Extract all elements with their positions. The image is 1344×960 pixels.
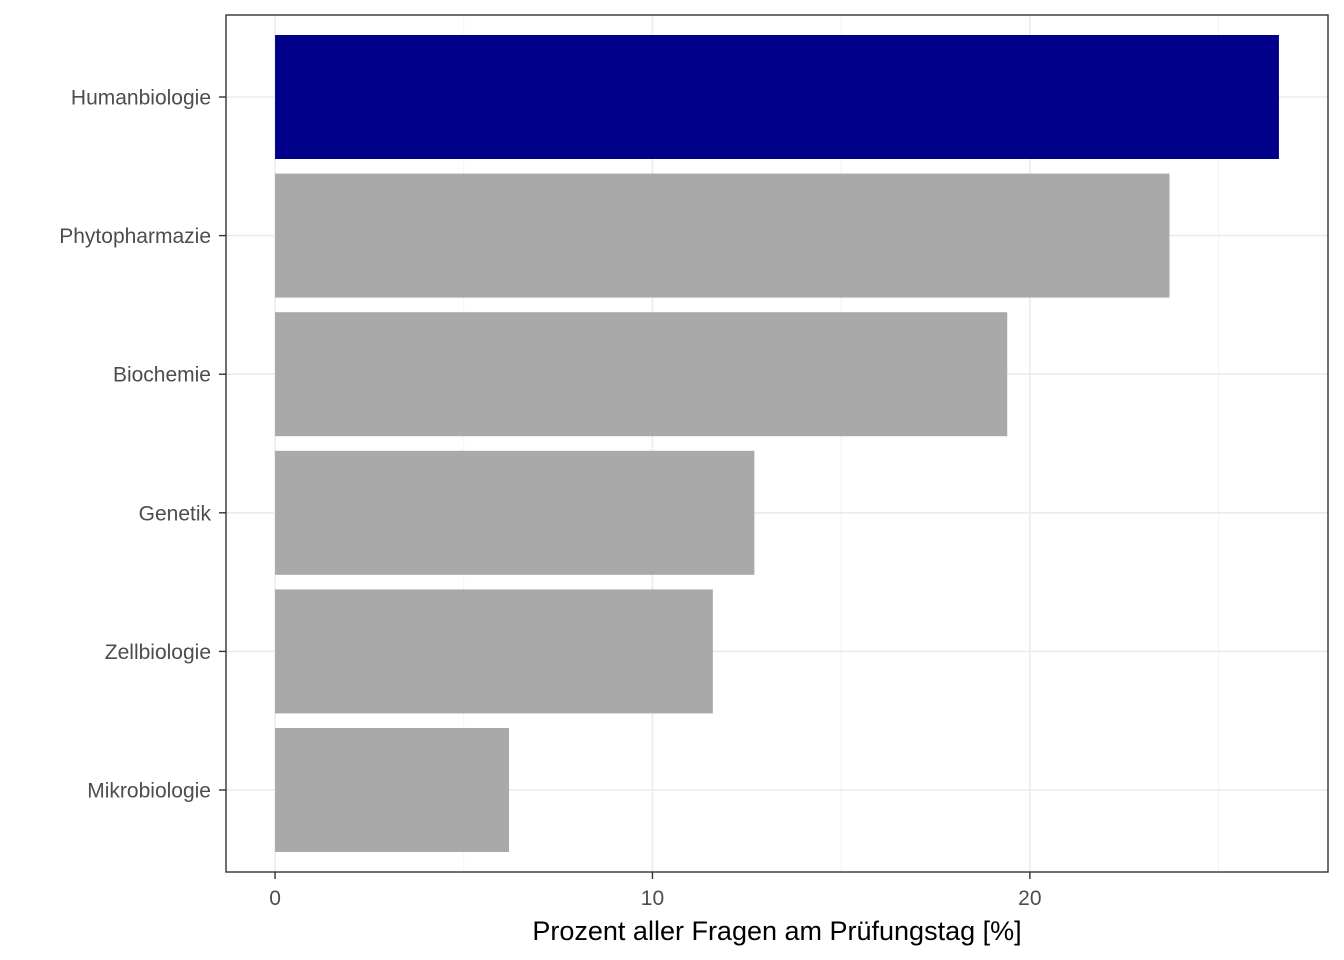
x-axis: 0 10 20 — [269, 872, 1042, 910]
panel-border — [225, 14, 1329, 873]
bar-phytopharmazie — [275, 173, 1170, 298]
bars — [275, 35, 1279, 852]
y-tick-label: Phytopharmazie — [59, 225, 211, 248]
bar-biochemie — [275, 312, 1008, 437]
y-tick-label: Genetik — [139, 502, 212, 525]
bar-genetik — [275, 450, 755, 575]
x-tick-label: 0 — [269, 887, 281, 910]
bar-mikrobiologie — [275, 728, 510, 852]
bar-zellbiologie — [275, 589, 713, 714]
x-axis-title: Prozent aller Fragen am Prüfungstag [%] — [532, 916, 1021, 946]
y-tick-label: Biochemie — [113, 364, 211, 387]
y-axis: Humanbiologie Phytopharmazie Biochemie Gene… — [59, 87, 226, 803]
y-tick-label: Humanbiologie — [71, 87, 211, 110]
x-tick-label: 20 — [1018, 887, 1041, 910]
y-tick-label: Zellbiologie — [105, 641, 211, 664]
y-tick-label: Mikrobiologie — [87, 780, 211, 803]
bar-humanbiologie — [275, 35, 1279, 159]
x-tick-label: 10 — [641, 887, 664, 910]
